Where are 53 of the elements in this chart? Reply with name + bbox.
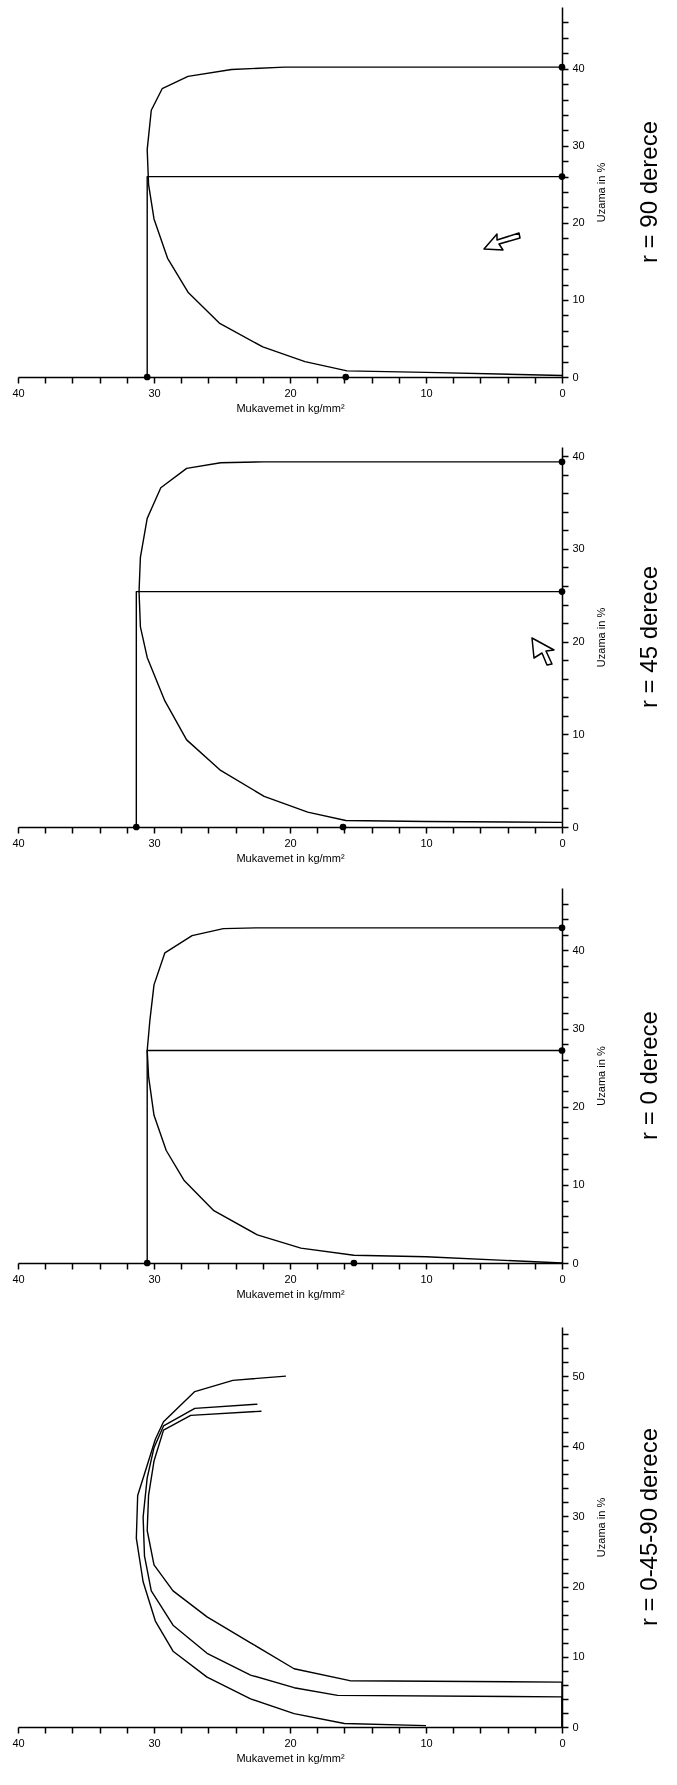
x-axis-title: Mukavemet in kg/mm² <box>236 851 345 864</box>
text: r = 45 derece <box>635 565 662 709</box>
y-tick-label: 40 <box>572 62 585 75</box>
y-tick-label: 0 <box>572 1256 579 1269</box>
x-tick-label: 20 <box>284 386 297 399</box>
y-tick-label: 10 <box>572 293 585 306</box>
y-tick-label: 30 <box>572 1022 585 1035</box>
x-tick-label: 20 <box>284 1736 297 1749</box>
y-axis-title: Uzama in % <box>594 162 607 223</box>
y-tick-label: 0 <box>572 1720 579 1733</box>
x-tick-label: 10 <box>420 1272 433 1285</box>
y-tick-label: 20 <box>572 1580 585 1593</box>
x-tick-label: 30 <box>148 836 161 849</box>
x-tick-label: 20 <box>284 836 297 849</box>
x-axis-title: Mukavemet in kg/mm² <box>236 1751 345 1764</box>
y-tick-label: 50 <box>572 1369 585 1382</box>
x-tick-label: 40 <box>12 1736 25 1749</box>
text: r = 90 derece <box>635 120 662 264</box>
y-axis-title: Uzama in % <box>594 1046 607 1106</box>
text: r = 0 derece <box>635 1011 662 1140</box>
x-tick-label: 30 <box>148 1272 161 1285</box>
y-tick-label: 0 <box>572 820 579 833</box>
y-tick-label: 10 <box>572 1650 585 1663</box>
x-tick-label: 40 <box>12 836 25 849</box>
x-tick-label: 0 <box>559 836 566 849</box>
y-tick-label: 10 <box>572 727 585 740</box>
x-tick-label: 10 <box>420 836 433 849</box>
x-tick-label: 20 <box>284 1272 297 1285</box>
y-tick-label: 20 <box>572 635 585 648</box>
x-tick-label: 40 <box>12 386 25 399</box>
y-axis-title: Uzama in % <box>594 607 607 668</box>
x-tick-label: 10 <box>420 1736 433 1749</box>
y-tick-label: 10 <box>572 1178 585 1191</box>
x-axis-title: Mukavemet in kg/mm² <box>236 1287 345 1300</box>
y-tick-label: 30 <box>572 1509 585 1522</box>
y-tick-label: 0 <box>572 370 579 383</box>
x-tick-label: 30 <box>148 386 161 399</box>
y-tick-label: 40 <box>572 944 585 956</box>
x-tick-label: 0 <box>559 1272 566 1285</box>
y-tick-label: 30 <box>572 139 585 152</box>
x-tick-label: 0 <box>559 386 566 399</box>
y-axis-title: Uzama in % <box>594 1497 607 1558</box>
text: r = 0-45-90 derece <box>635 1427 662 1627</box>
x-tick-label: 30 <box>148 1736 161 1749</box>
x-axis-title: Mukavemet in kg/mm² <box>236 401 345 414</box>
y-tick-label: 20 <box>572 216 585 229</box>
x-tick-label: 40 <box>12 1272 25 1285</box>
y-tick-label: 40 <box>572 449 585 462</box>
y-tick-label: 20 <box>572 1100 585 1113</box>
x-tick-label: 0 <box>559 1736 566 1749</box>
x-tick-label: 10 <box>420 386 433 399</box>
y-tick-label: 30 <box>572 542 585 555</box>
y-tick-label: 40 <box>572 1439 585 1452</box>
